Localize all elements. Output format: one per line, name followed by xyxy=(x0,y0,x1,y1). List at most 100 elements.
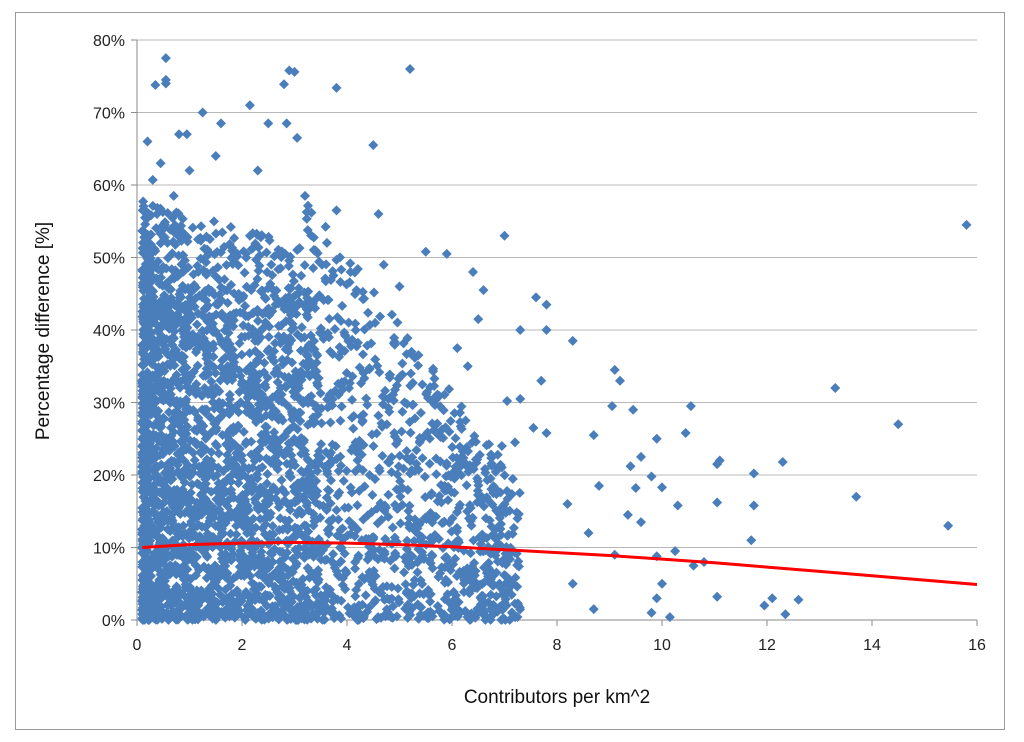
data-point xyxy=(405,64,415,74)
data-point xyxy=(169,440,180,451)
data-point xyxy=(352,337,363,348)
data-point xyxy=(345,258,356,269)
data-point xyxy=(366,429,377,440)
data-point xyxy=(192,260,203,271)
data-point xyxy=(216,308,227,319)
data-point xyxy=(341,465,352,476)
data-point xyxy=(512,513,523,524)
data-point xyxy=(302,419,313,430)
data-point xyxy=(278,571,289,582)
data-point xyxy=(160,294,171,305)
data-point xyxy=(163,407,174,418)
data-point xyxy=(178,266,189,277)
data-point xyxy=(685,401,696,412)
data-point xyxy=(200,493,211,504)
data-point xyxy=(414,432,425,443)
data-point xyxy=(181,129,192,140)
data-point xyxy=(199,479,210,490)
data-point xyxy=(348,423,359,434)
data-point xyxy=(327,394,338,405)
data-point xyxy=(184,165,195,176)
data-point xyxy=(200,433,211,444)
data-point xyxy=(615,375,625,386)
data-point xyxy=(258,431,269,442)
data-point xyxy=(427,511,438,522)
data-point xyxy=(469,610,480,621)
data-point xyxy=(651,593,662,604)
data-point xyxy=(425,606,436,617)
data-point xyxy=(447,513,458,524)
data-point xyxy=(512,581,523,592)
data-point xyxy=(712,497,723,508)
data-point xyxy=(391,438,402,449)
data-point xyxy=(287,357,298,368)
data-point xyxy=(179,477,190,488)
data-point xyxy=(378,259,389,270)
data-point xyxy=(252,307,263,318)
data-point xyxy=(498,500,509,511)
data-point xyxy=(288,421,299,432)
data-point xyxy=(302,225,313,236)
data-point xyxy=(217,430,228,441)
y-tick-label: 70% xyxy=(93,106,125,123)
data-point xyxy=(273,502,284,513)
data-point xyxy=(392,317,403,328)
data-point xyxy=(187,222,198,233)
data-point xyxy=(174,129,184,140)
data-point xyxy=(258,565,269,576)
data-point xyxy=(147,200,158,211)
x-tick-label: 12 xyxy=(758,637,776,654)
data-point xyxy=(223,407,234,418)
data-point xyxy=(264,511,275,522)
data-point xyxy=(379,392,390,403)
data-point xyxy=(625,461,636,472)
data-point xyxy=(250,332,261,343)
data-point xyxy=(353,614,364,625)
data-point xyxy=(302,200,313,211)
data-point xyxy=(180,463,191,474)
data-point xyxy=(377,421,388,432)
data-point xyxy=(288,276,299,287)
data-point xyxy=(467,437,478,448)
data-point xyxy=(451,571,462,582)
data-point xyxy=(224,389,235,400)
x-tick-label: 0 xyxy=(133,637,142,654)
data-point xyxy=(252,408,263,419)
data-point xyxy=(138,310,149,321)
data-point xyxy=(337,580,348,591)
x-axis-title: Contributors per km^2 xyxy=(464,687,650,708)
data-point xyxy=(289,371,300,382)
data-point xyxy=(263,575,274,586)
data-point xyxy=(283,515,294,526)
data-point xyxy=(217,227,228,238)
data-point xyxy=(212,611,223,622)
data-point xyxy=(333,378,344,389)
data-point xyxy=(294,243,305,254)
data-point xyxy=(350,318,361,329)
data-point xyxy=(254,369,265,380)
data-point xyxy=(343,336,354,347)
data-point xyxy=(442,589,453,600)
data-point xyxy=(266,549,277,560)
data-point xyxy=(368,565,379,576)
data-point xyxy=(261,410,272,421)
data-point xyxy=(347,394,358,405)
data-point xyxy=(210,228,221,239)
data-point xyxy=(493,538,504,549)
data-point xyxy=(230,424,241,435)
data-point xyxy=(337,384,348,395)
data-point xyxy=(777,456,788,467)
data-point xyxy=(208,265,219,276)
data-point xyxy=(169,326,180,337)
data-point xyxy=(470,582,481,593)
data-point xyxy=(154,532,165,543)
data-point xyxy=(155,594,166,605)
x-tick-label: 14 xyxy=(863,637,881,654)
data-point xyxy=(301,500,312,511)
data-point xyxy=(138,285,149,296)
data-point xyxy=(499,570,510,581)
data-point xyxy=(147,313,158,324)
data-point xyxy=(232,585,243,596)
data-point xyxy=(293,524,304,535)
data-point xyxy=(500,559,511,570)
